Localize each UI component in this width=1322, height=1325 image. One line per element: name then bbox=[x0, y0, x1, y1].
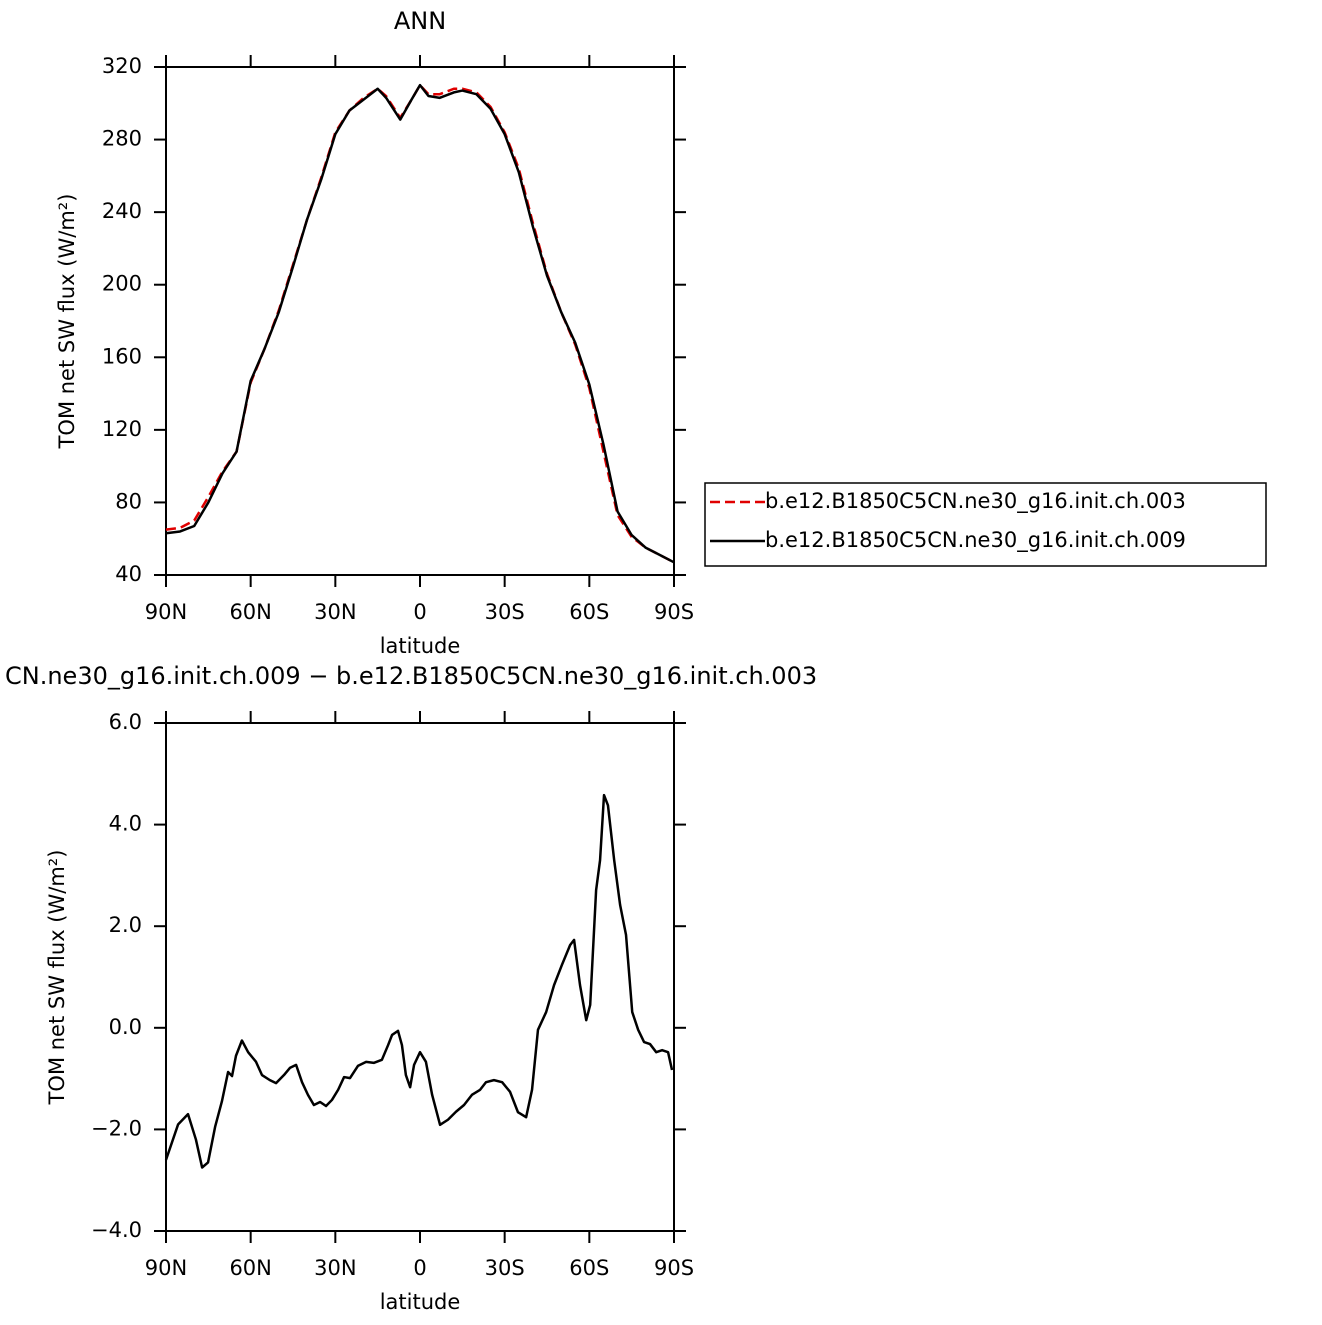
x-tick-label: 90S bbox=[654, 600, 694, 624]
x-axis-label: latitude bbox=[380, 1290, 461, 1314]
plot-frame bbox=[165, 66, 675, 576]
x-tick-label: 60N bbox=[229, 600, 271, 624]
legend-label: b.e12.B1850C5CN.ne30_g16.init.ch.009 bbox=[765, 528, 1186, 553]
chart-title: ANN bbox=[394, 7, 446, 35]
legend-box bbox=[704, 482, 1267, 567]
x-tick-label: 30S bbox=[485, 1256, 525, 1280]
data-line bbox=[164, 793, 674, 1169]
y-tick-label: 280 bbox=[102, 127, 142, 151]
x-tick-label: 90N bbox=[145, 600, 187, 624]
x-tick-label: 30N bbox=[314, 1256, 356, 1280]
x-tick-label: 30S bbox=[485, 600, 525, 624]
y-tick-label: −2.0 bbox=[91, 1116, 142, 1140]
x-axis-label: latitude bbox=[380, 634, 461, 658]
y-tick-label: 6.0 bbox=[109, 710, 142, 734]
y-tick-label: 80 bbox=[115, 489, 142, 513]
plot-frame bbox=[165, 722, 675, 1232]
x-tick-label: 0 bbox=[413, 1256, 426, 1280]
y-tick-label: −4.0 bbox=[91, 1218, 142, 1242]
x-tick-label: 90N bbox=[145, 1256, 187, 1280]
y-tick-label: 40 bbox=[115, 562, 142, 586]
legend-label: b.e12.B1850C5CN.ne30_g16.init.ch.003 bbox=[765, 489, 1186, 514]
chart-title: CN.ne30_g16.init.ch.009 − b.e12.B1850C5C… bbox=[5, 662, 817, 690]
y-tick-label: 160 bbox=[102, 344, 142, 368]
x-tick-label: 90S bbox=[654, 1256, 694, 1280]
x-tick-label: 60S bbox=[569, 600, 609, 624]
x-tick-label: 60N bbox=[229, 1256, 271, 1280]
x-tick-label: 30N bbox=[314, 600, 356, 624]
y-axis-label: TOM net SW flux (W/m²) bbox=[55, 194, 79, 450]
x-tick-label: 60S bbox=[569, 1256, 609, 1280]
y-tick-label: 320 bbox=[102, 54, 142, 78]
y-tick-label: 200 bbox=[102, 272, 142, 296]
y-tick-label: 120 bbox=[102, 417, 142, 441]
y-tick-label: 4.0 bbox=[109, 812, 142, 836]
x-tick-label: 0 bbox=[413, 600, 426, 624]
data-line bbox=[165, 83, 675, 564]
y-tick-label: 0.0 bbox=[109, 1015, 142, 1039]
y-tick-label: 2.0 bbox=[109, 913, 142, 937]
y-axis-label: TOM net SW flux (W/m²) bbox=[45, 850, 69, 1106]
data-line bbox=[165, 83, 675, 564]
y-tick-label: 240 bbox=[102, 199, 142, 223]
